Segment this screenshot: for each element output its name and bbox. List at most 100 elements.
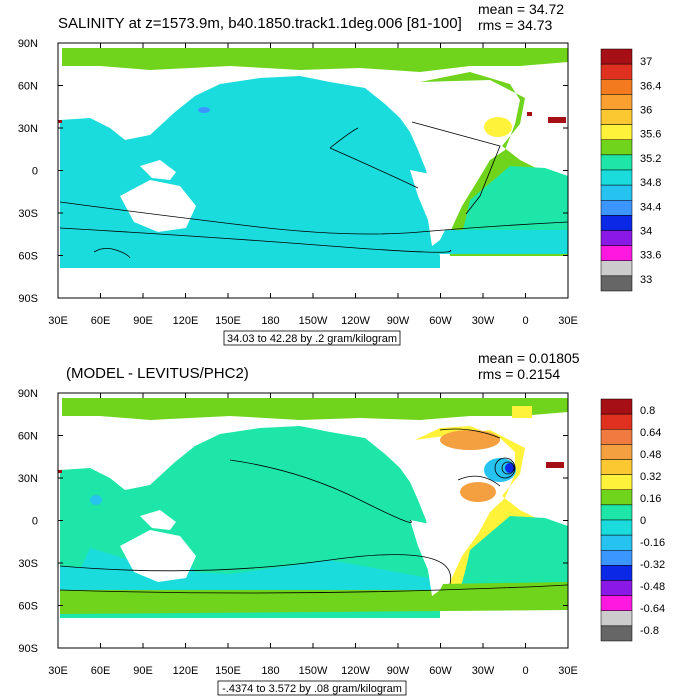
x-tick-label: 90W <box>387 665 410 677</box>
salinity-mean: mean = 34.72 <box>478 1 564 17</box>
contour-line <box>329 127 419 189</box>
colorbar-swatch <box>600 139 633 156</box>
salinity-map <box>58 43 568 298</box>
colorbar-swatch <box>600 595 633 611</box>
colorbar-swatch <box>600 79 633 95</box>
x-tick-label: 120E <box>173 665 199 677</box>
australia-land <box>120 180 196 232</box>
colorbar-swatch <box>600 625 633 642</box>
y-tick-label: 90S <box>18 643 38 655</box>
salinity-colorbar <box>600 48 633 292</box>
x-tick-label: 30W <box>472 665 495 677</box>
colorbar-label: -0.8 <box>640 625 659 637</box>
colorbar-swatch <box>600 444 633 460</box>
colorbar-swatch <box>600 504 633 521</box>
x-tick-label: 90E <box>133 315 153 327</box>
x-tick-label: 150E <box>215 665 241 677</box>
colorbar-label: 35.6 <box>640 129 661 141</box>
contour-ring <box>494 457 516 479</box>
x-tick-label: 30E <box>48 665 68 677</box>
colorbar-label: 0.48 <box>640 449 661 461</box>
contour-ring <box>501 461 515 475</box>
y-tick-label: 0 <box>32 516 38 528</box>
salinity-contour-info: 34.03 to 42.28 by .2 gram/kilogram <box>227 333 397 345</box>
colorbar-swatch <box>600 48 633 65</box>
x-tick-label: 30E <box>48 315 68 327</box>
colorbar-label: -0.16 <box>640 537 665 549</box>
low-salinity-patch <box>198 107 210 113</box>
indonesia-land <box>140 510 176 530</box>
difference-rms: rms = 0.2154 <box>478 366 560 382</box>
colorbar-swatch <box>600 169 633 186</box>
difference-panel: (MODEL - LEVITUS/PHC2) mean = 0.01805 rm… <box>18 350 665 696</box>
contour-line <box>439 428 501 487</box>
y-tick-label: 60S <box>18 601 38 613</box>
positive-anomaly <box>460 482 496 502</box>
difference-mean: mean = 0.01805 <box>478 350 580 366</box>
colorbar-swatch <box>600 184 633 201</box>
colorbar-swatch <box>600 154 633 171</box>
difference-colorbar-labels: 0.8 0.64 0.48 0.32 0.16 0 -0.16 -0.32 -0.48 -0.64… <box>640 405 665 637</box>
salinity-panel: SALINITY at z=1573.9m, b40.1850.track1.1… <box>18 1 661 346</box>
x-tick-label: 0 <box>522 665 528 677</box>
y-tick-label: 30S <box>18 558 38 570</box>
difference-y-tick-labels: 90N 60N 30N 0 30S 60S 90S <box>18 388 38 655</box>
south-atlantic <box>460 516 568 590</box>
salinity-title: SALINITY at z=1573.9m, b40.1850.track1.1… <box>58 15 462 32</box>
x-tick-label: 180 <box>261 315 279 327</box>
colorbar-label: 0.8 <box>640 405 655 417</box>
high-salinity-patch <box>484 117 512 137</box>
y-tick-label: 30N <box>18 473 38 485</box>
mediterranean-patch-west <box>58 470 62 473</box>
x-tick-label: 150W <box>299 315 328 327</box>
south-america-land <box>410 170 455 246</box>
y-tick-label: 90N <box>18 38 38 50</box>
y-tick-label: 60S <box>18 251 38 263</box>
colorbar-label: 36.4 <box>640 80 661 92</box>
colorbar-swatch <box>600 109 633 125</box>
difference-axis-ticks <box>57 392 569 649</box>
y-tick-label: 0 <box>32 166 38 178</box>
west-pacific-negative <box>90 495 102 505</box>
colorbar-label: 34.4 <box>640 201 661 213</box>
colorbar-label: 0.32 <box>640 471 661 483</box>
positive-anomaly <box>440 430 500 450</box>
x-tick-label: 120E <box>173 315 199 327</box>
x-tick-label: 0 <box>522 315 528 327</box>
y-tick-label: 90S <box>18 293 38 305</box>
negative-anomaly-core <box>505 463 515 473</box>
colorbar-swatch <box>600 245 633 261</box>
colorbar-swatch <box>600 230 633 246</box>
colorbar-label: -0.32 <box>640 559 665 571</box>
y-tick-label: 30S <box>18 208 38 220</box>
mediterranean-patch-west <box>58 120 62 123</box>
colorbar-swatch <box>600 94 633 110</box>
colorbar-swatch <box>600 565 633 581</box>
colorbar-swatch <box>600 413 633 430</box>
contour-line <box>229 459 412 523</box>
x-tick-label: 60E <box>91 665 111 677</box>
x-tick-label: 60W <box>429 315 452 327</box>
antarctica-land <box>58 618 568 648</box>
red-sea-patch <box>527 112 532 116</box>
colorbar-label: 34.8 <box>640 177 661 189</box>
antarctica-land <box>58 268 568 298</box>
colorbar-swatch <box>600 215 633 231</box>
salinity-contour-info-box <box>223 330 401 346</box>
difference-colorbar <box>600 398 633 642</box>
south-atlantic <box>460 166 568 240</box>
contour-line <box>93 248 131 259</box>
colorbar-swatch <box>600 260 633 277</box>
southern-ocean <box>60 230 568 254</box>
colorbar-label: 33 <box>640 274 652 286</box>
australia-land <box>120 530 196 582</box>
contour-line <box>59 582 568 594</box>
x-tick-label: 120W <box>341 315 370 327</box>
mediterranean-patch <box>546 462 564 468</box>
difference-contour-info-box <box>217 680 407 696</box>
colorbar-swatch <box>600 459 633 475</box>
arctic-ocean <box>62 48 568 72</box>
salinity-x-tick-labels: 30E 60E 90E 120E 150E 180 150W 120W 90W 60W 30W 0 30… <box>48 315 578 327</box>
colorbar-label: -0.48 <box>640 581 665 593</box>
